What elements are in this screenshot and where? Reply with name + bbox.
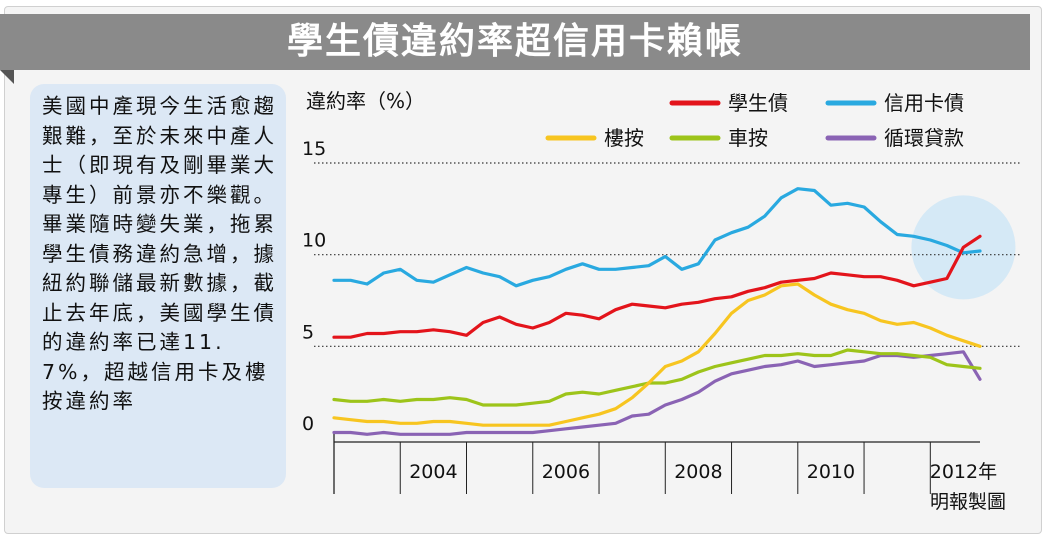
y-tick-label: 5 <box>302 321 314 343</box>
title-banner <box>0 14 1030 70</box>
series-line-auto <box>332 348 982 407</box>
credit-label: 明報製圖 <box>930 491 1006 513</box>
x-tick-label: 2010 <box>807 461 855 483</box>
legend-label-auto: 車按 <box>728 126 768 150</box>
legend-label-revolving: 循環貸款 <box>884 126 964 150</box>
series-line-credit_card <box>332 187 982 288</box>
legend-label-student: 學生債 <box>728 91 788 115</box>
series-line-student <box>332 234 982 339</box>
series-line-revolving <box>332 350 982 436</box>
x-tick-label: 2012年 <box>930 461 997 483</box>
x-tick-label: 2004 <box>409 461 457 483</box>
summary-box <box>30 84 286 488</box>
summary-text: 美國中產現今生活愈趨艱難，至於未來中產人士（即現有及剛畢業大專生）前景亦不樂觀。… <box>42 94 277 413</box>
legend-label-credit_card: 信用卡債 <box>884 91 964 115</box>
y-tick-label: 15 <box>302 138 326 160</box>
y-axis-label: 違約率（%） <box>306 89 425 113</box>
y-tick-label: 0 <box>302 413 314 435</box>
x-tick-label: 2008 <box>674 461 722 483</box>
x-tick-label: 2006 <box>542 461 590 483</box>
banner-fold <box>0 70 14 84</box>
y-tick-label: 10 <box>302 230 326 252</box>
series-line-mortgage <box>332 282 982 427</box>
chart-title: 學生債違約率超信用卡賴帳 <box>286 21 743 62</box>
legend-label-mortgage: 樓按 <box>604 126 644 150</box>
